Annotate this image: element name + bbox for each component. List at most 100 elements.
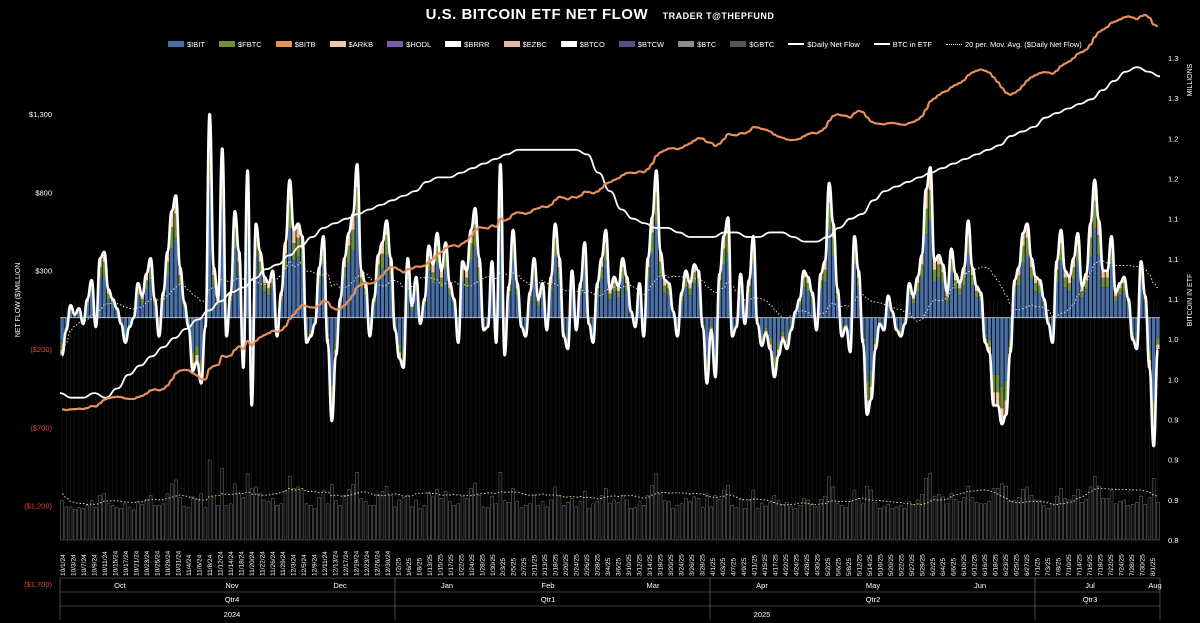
flow-bar: [1055, 281, 1059, 318]
volume-bar: [650, 485, 654, 541]
legend-label: $BTCW: [637, 39, 665, 49]
flow-bar: [873, 338, 878, 345]
flow-bar: [283, 268, 288, 318]
volume-bar: [203, 507, 208, 541]
volume-bar: [776, 500, 781, 541]
volume-bar: [755, 508, 760, 541]
flow-bar: [1059, 260, 1063, 318]
volume-bar: [1122, 499, 1126, 541]
volume-bar: [654, 473, 659, 541]
volume-bar: [907, 501, 911, 541]
legend-swatch: [945, 43, 962, 45]
flow-bar: [448, 288, 452, 296]
x-tick-label: 7/10/25: [1066, 554, 1073, 576]
flow-bar: [958, 288, 962, 296]
volume-bar: [553, 486, 557, 541]
flow-bar: [1122, 283, 1126, 292]
volume-bar: [886, 504, 890, 541]
volume-bar: [810, 503, 815, 541]
flow-bar: [911, 299, 916, 304]
flow-bar: [119, 317, 123, 322]
volume-bar: [793, 508, 798, 541]
x-tick-label: 4/1/25: [710, 558, 717, 576]
flow-bar: [806, 276, 810, 284]
flow-bar: [941, 272, 945, 284]
flow-bar: [819, 280, 823, 290]
y-axis-label: NET FLOW ($)MILLION: [15, 263, 22, 338]
flow-bar: [827, 230, 831, 318]
volume-bar: [380, 491, 385, 541]
flow-bar: [1059, 243, 1063, 261]
flow-bar: [1151, 317, 1156, 402]
flow-bar: [271, 287, 275, 318]
volume-bar: [89, 500, 94, 541]
chart-legend: $IBIT $FBTC $BITB $ARKB $HODL $BRRR $EZBC $BTCO…: [168, 38, 1082, 50]
flow-bar: [1017, 275, 1021, 286]
x-tick-label: 3/6/25: [615, 558, 622, 576]
flow-bar: [1021, 233, 1025, 246]
volume-bar: [1021, 488, 1025, 541]
x-tick-label: 1/24/25: [469, 554, 476, 576]
volume-bar: [1012, 500, 1017, 541]
x-tick-label: 4/9/25: [741, 558, 748, 576]
flow-bar: [174, 238, 178, 318]
volume-bar: [486, 507, 490, 541]
legend-label: $GBTC: [749, 39, 775, 49]
volume-bar: [384, 485, 389, 541]
legend-item-2: $BITB: [275, 40, 316, 49]
flow-bar: [848, 317, 852, 341]
flow-bar: [840, 317, 844, 330]
volume-bar: [679, 503, 684, 541]
flow-bar: [1029, 267, 1034, 279]
flow-bar: [292, 229, 296, 244]
volume-bar: [435, 488, 439, 541]
x-tick-label: 2/7/25: [521, 558, 528, 576]
flow-bar: [380, 268, 385, 318]
legend-swatch: [560, 41, 577, 47]
legend-label: BTC in ETF: [892, 39, 932, 49]
x-tick-label: 6/16/25: [982, 554, 989, 576]
flow-bar: [532, 278, 536, 318]
flow-bar: [165, 261, 170, 275]
volume-bar: [275, 505, 279, 541]
volume-bar: [671, 508, 675, 541]
volume-bar: [448, 501, 452, 541]
legend-item-10: $GBTC: [730, 40, 774, 49]
flow-bar: [616, 297, 621, 318]
volume-bar: [1143, 504, 1147, 541]
volume-bar: [498, 472, 503, 541]
flow-bar: [747, 285, 751, 294]
volume-bar: [292, 488, 296, 541]
flow-bar: [157, 317, 161, 330]
year-label: 2025: [754, 610, 771, 619]
flow-bar: [709, 325, 713, 329]
legend-swatch: [678, 41, 695, 47]
x-tick-label: 10/25/24: [155, 550, 162, 576]
volume-bar: [743, 508, 747, 541]
flow-bar: [342, 267, 347, 279]
volume-bar: [279, 503, 283, 541]
volume-bar: [287, 475, 292, 541]
flow-bar: [924, 208, 928, 235]
volume-bar: [464, 498, 469, 541]
flow-bar: [1080, 297, 1084, 318]
x-tick-label: 3/4/25: [605, 558, 612, 576]
flow-bar: [549, 291, 553, 318]
flow-bar: [1101, 277, 1105, 288]
x-tick-label: 1/13/25: [427, 554, 434, 576]
flow-bar: [536, 301, 541, 306]
flow-bar: [932, 261, 937, 270]
flow-bar: [1109, 248, 1114, 265]
volume-bar: [806, 499, 810, 541]
volume-bar: [797, 505, 802, 541]
flow-bar: [1101, 287, 1105, 318]
legend-item-4: $HODL: [387, 40, 431, 49]
flow-bar: [401, 317, 406, 351]
flow-bar: [532, 267, 536, 279]
flow-bar: [1080, 291, 1084, 298]
flow-bar: [115, 311, 119, 318]
x-tick-label: 6/4/25: [940, 558, 947, 576]
legend-swatch: [788, 43, 805, 45]
chart-title-main: U.S. BITCOIN ETF NET FLOW: [425, 6, 649, 23]
flow-bar: [207, 144, 212, 186]
